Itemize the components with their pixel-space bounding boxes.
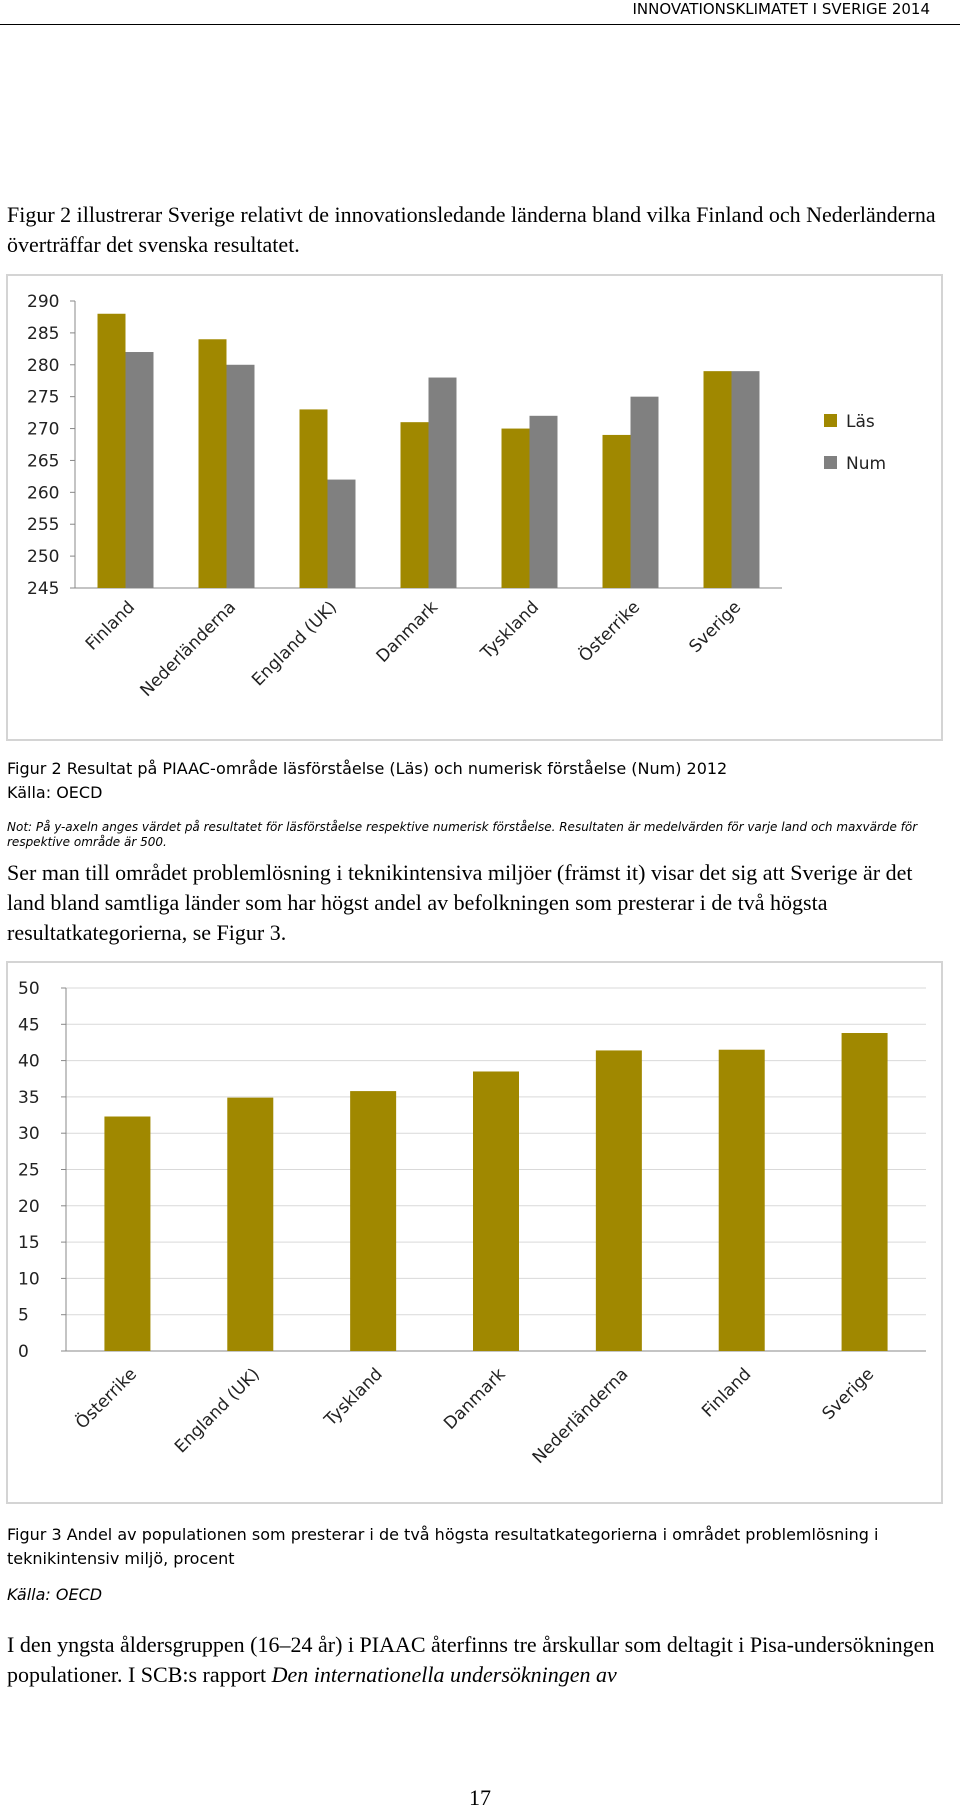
page-number: 17 — [469, 1785, 491, 1810]
y-tick-label: 280 — [27, 356, 59, 376]
note: Not: På y-axeln anges värdet på resultat… — [7, 820, 918, 849]
y-tick-label: 5 — [18, 1306, 29, 1326]
chart: 245 250 255 260 265 270 275 280 285 290 FinlandNed… — [27, 292, 886, 701]
bar — [226, 364, 255, 588]
bar — [473, 1071, 519, 1351]
bar — [428, 377, 457, 588]
chart: 0 5 10 15 20 25 30 35 40 45 50 Österrike England (UK… — [18, 979, 926, 1468]
figure-caption: Figur 3 Andel av populationen som preste… — [7, 1525, 879, 1568]
x-tick-label: Tyskland — [476, 597, 543, 664]
y-tick-label: 245 — [27, 579, 59, 599]
x-tick-label: England (UK) — [248, 597, 341, 690]
legend-label: Num — [846, 454, 886, 474]
y-tick-label: 30 — [18, 1124, 40, 1144]
y-tick-label: 255 — [27, 515, 59, 535]
y-tick-label: 20 — [18, 1197, 40, 1217]
bar — [97, 313, 126, 588]
bar — [227, 1097, 274, 1351]
legend-swatch — [824, 414, 837, 427]
y-tick-label: 15 — [18, 1233, 40, 1253]
x-tick-label: Österrike — [574, 596, 644, 666]
y-tick-label: 0 — [18, 1342, 29, 1362]
caption: Figur 2 Resultat på PIAAC-område läsförs… — [7, 759, 728, 778]
bar — [731, 371, 760, 588]
x-tick-label: Finland — [82, 597, 139, 654]
bar — [703, 371, 732, 588]
bar — [104, 1116, 151, 1351]
y-tick-label: 50 — [18, 979, 40, 999]
y-tick-label: 290 — [27, 292, 59, 312]
bar — [602, 434, 631, 588]
x-tick-label: Sverige — [819, 1364, 879, 1424]
bar — [299, 409, 328, 588]
chart-frame: 0 5 10 15 20 25 30 35 40 45 50 Österrike England (UK… — [6, 961, 943, 1504]
source: Källa: OECD — [7, 783, 103, 802]
source: Källa: OECD — [7, 1585, 103, 1604]
legend-label: Läs — [846, 412, 875, 432]
bar — [718, 1049, 765, 1351]
bar — [198, 339, 227, 588]
y-tick-label: 270 — [27, 420, 59, 440]
x-tick-label: Sverige — [685, 597, 745, 657]
bar — [501, 428, 530, 588]
bar — [400, 422, 429, 588]
y-tick-label: 10 — [18, 1269, 40, 1289]
x-tick-label: Nederländerna — [136, 597, 240, 701]
y-tick-label: 35 — [18, 1088, 40, 1108]
text: I den yngsta åldersgruppen (16–24 år) i … — [7, 1632, 935, 1687]
paragraph: Ser man till området problemlösning i te… — [7, 860, 913, 945]
legend-swatch — [824, 456, 837, 469]
y-tick-label: 40 — [18, 1052, 40, 1072]
bar — [841, 1033, 888, 1351]
y-tick-label: 260 — [27, 483, 59, 503]
y-tick-label: 265 — [27, 451, 59, 471]
bar — [595, 1050, 642, 1351]
italic-text: Den internationella undersökningen av — [271, 1662, 617, 1687]
chart-frame: 245 250 255 260 265 270 275 280 285 290 Finland Ned… — [6, 274, 943, 741]
paragraph: Figur 2 illustrerar Sverige relativt de … — [7, 202, 936, 257]
x-tick-label: Danmark — [440, 1364, 509, 1433]
bar — [125, 352, 154, 588]
y-tick-label: 25 — [18, 1161, 40, 1181]
header-rule — [0, 24, 960, 25]
y-tick-label: 250 — [27, 547, 59, 567]
bar — [327, 479, 356, 588]
x-tick-label: Österrike — [71, 1363, 141, 1433]
bar — [350, 1091, 397, 1351]
figure-caption: Figur 2 Resultat på PIAAC-område läsförs… — [7, 757, 952, 805]
running-header: INNOVATIONSKLIMATET I SVERIGE 2014 — [632, 0, 930, 18]
bar — [630, 396, 659, 588]
x-tick-label: Nederländerna — [529, 1364, 633, 1468]
x-tick-label: Finland — [698, 1364, 755, 1421]
x-tick-label: Danmark — [373, 597, 442, 666]
y-tick-label: 275 — [27, 388, 59, 408]
x-tick-label: England (UK) — [171, 1364, 264, 1457]
y-tick-label: 285 — [27, 324, 59, 344]
paragraph: I den yngsta åldersgruppen (16–24 år) i … — [7, 1630, 947, 1690]
x-tick-label: Tyskland — [320, 1364, 387, 1431]
y-tick-label: 45 — [18, 1015, 40, 1035]
bar — [529, 415, 558, 588]
